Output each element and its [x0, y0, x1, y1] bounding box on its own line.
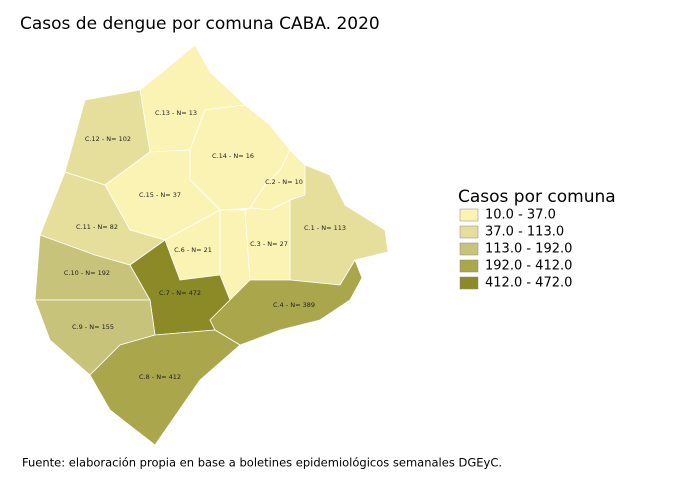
- comuna-label: C.14 - N= 16: [212, 152, 254, 160]
- legend-swatch: [459, 242, 479, 256]
- comuna-labels: C.13 - N= 13 C.14 - N= 16 C.12 - N= 102 C.1…: [64, 109, 346, 381]
- comuna-label: C.9 - N= 155: [72, 323, 114, 331]
- comuna-label: C.8 - N= 412: [139, 373, 181, 381]
- comuna-label: C.2 - N= 10: [265, 178, 303, 186]
- comuna-label: C.1 - N= 113: [304, 224, 346, 232]
- comuna-label: C.6 - N= 21: [174, 246, 212, 254]
- comuna-label: C.3 - N= 27: [250, 240, 288, 248]
- comuna-label: C.13 - N= 13: [155, 109, 197, 117]
- legend-swatch: [459, 276, 479, 290]
- comuna-label: C.10 - N= 192: [64, 269, 110, 277]
- legend-swatch: [459, 208, 479, 222]
- comuna-label: C.11 - N= 82: [76, 223, 118, 231]
- map-title: Casos de dengue por comuna CABA. 2020: [20, 14, 380, 34]
- legend-swatch: [459, 225, 479, 239]
- comunas: [34, 44, 389, 446]
- comuna-label: C.4 - N= 389: [273, 301, 315, 309]
- legend-label: 10.0 - 37.0: [485, 208, 556, 223]
- legend-swatch: [459, 259, 479, 273]
- legend-title: Casos por comuna: [458, 187, 616, 207]
- source: Fuente: elaboración propia en base a bol…: [22, 456, 502, 470]
- comuna-label: C.15 - N= 37: [139, 191, 181, 199]
- legend-label: 113.0 - 192.0: [485, 242, 572, 257]
- comuna-label: C.12 - N= 102: [85, 135, 131, 143]
- legend-label: 37.0 - 113.0: [485, 225, 564, 240]
- comuna: [89, 329, 241, 446]
- legend-label: 412.0 - 472.0: [485, 276, 572, 291]
- comuna-label: C.7 - N= 472: [159, 289, 201, 297]
- legend-label: 192.0 - 412.0: [485, 259, 572, 274]
- legend: 10.0 - 37.0 37.0 - 113.0 113.0 - 192.0 192.…: [459, 208, 572, 291]
